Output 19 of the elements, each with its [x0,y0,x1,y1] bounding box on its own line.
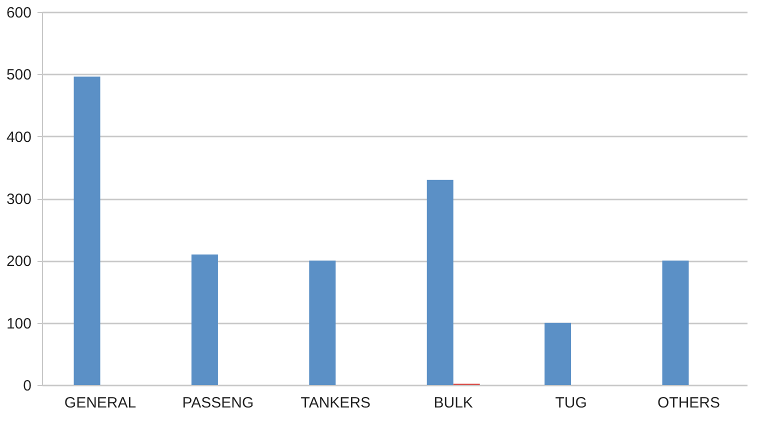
bar [74,76,100,385]
x-tick-label: PASSENG [182,394,254,412]
x-tick-label: TUG [555,394,587,412]
y-tick-label: 600 [6,4,32,22]
y-tick-label: 300 [6,191,32,208]
y-tick-label: 400 [6,128,32,146]
bar [544,322,572,385]
bar [309,260,336,385]
y-tick-label: 200 [6,253,32,270]
x-tick-label: BULK [434,394,473,412]
y-tick-label: 0 [23,378,32,394]
x-tick-label: OTHERS [657,394,720,412]
y-tick-label: 100 [6,315,32,332]
x-tick-label: GENERAL [64,394,136,412]
x-tick-label: TANKERS [300,394,371,412]
bar [191,254,218,385]
bar [426,180,454,385]
y-tick-label: 500 [6,66,32,84]
bar [662,260,689,385]
